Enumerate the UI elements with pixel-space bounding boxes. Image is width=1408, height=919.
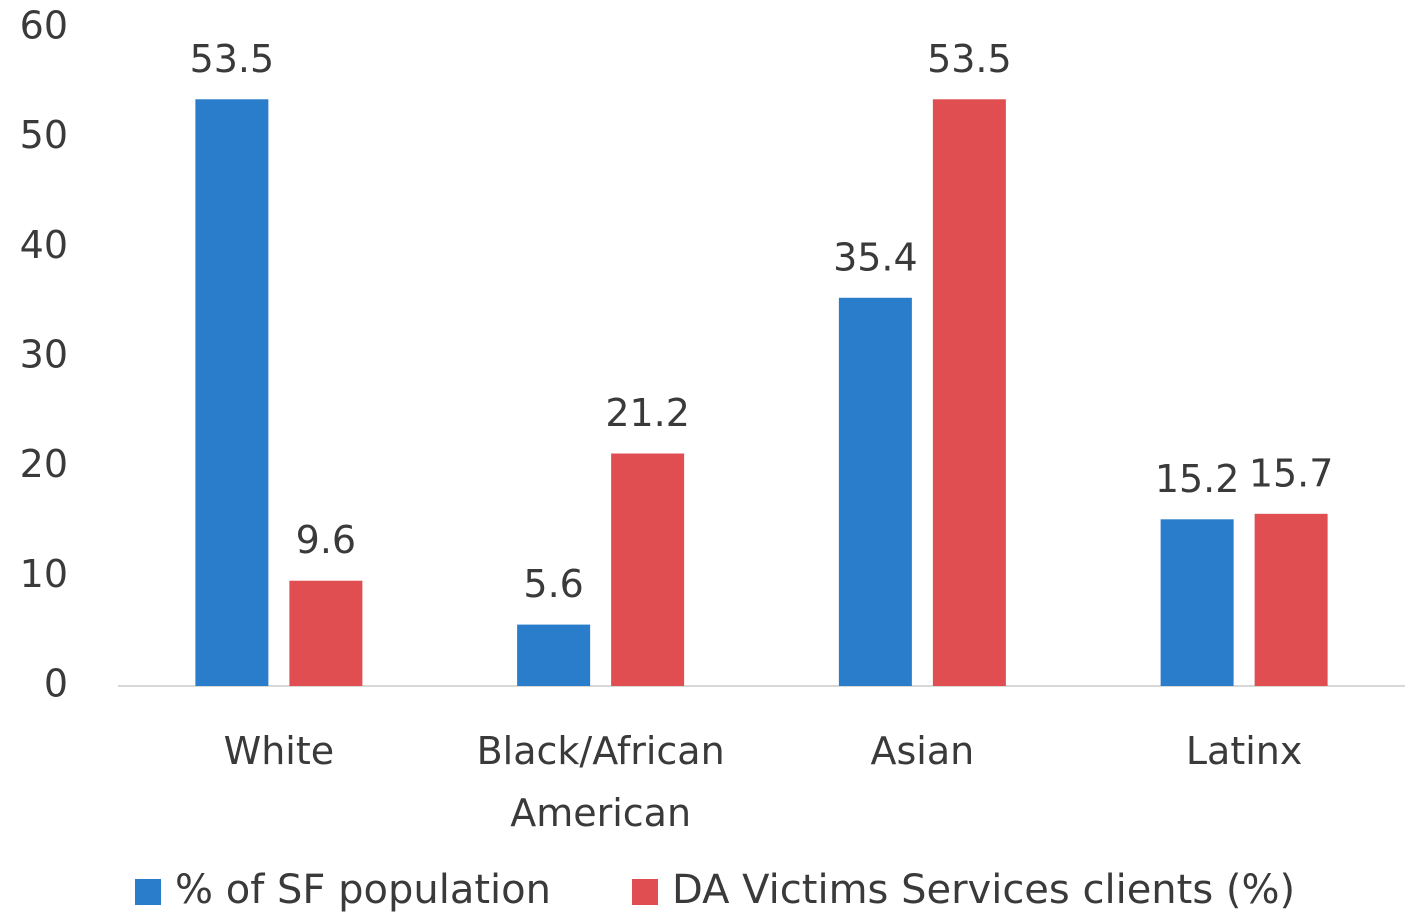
y-tick-label: 40 [20,223,68,267]
bar [838,297,912,686]
bar [289,580,363,686]
bar [517,624,591,686]
y-tick-label: 20 [20,442,68,486]
x-tick-label: Black/African American [476,729,725,835]
x-tick-label: Latinx [1185,729,1303,773]
legend-swatch [632,879,658,905]
x-tick-label: Asian [870,729,975,773]
data-label: 35.4 [833,235,918,279]
y-tick-label: 60 [20,4,68,48]
bar [611,453,685,686]
legend-label: DA Victims Services clients (%) [672,867,1295,913]
y-tick-label: 50 [20,113,68,157]
data-label: 15.7 [1249,451,1334,495]
bar [932,99,1006,687]
y-tick-label: 0 [44,662,68,706]
data-label: 21.2 [605,391,690,435]
y-tick-label: 30 [20,333,68,377]
legend-swatch [135,879,161,905]
data-label: 9.6 [296,518,356,562]
x-tick-label: White [223,729,335,773]
bar [1160,519,1234,686]
data-label: 53.5 [927,37,1012,81]
bar [1254,513,1328,686]
data-label: 5.6 [523,562,583,606]
data-label: 53.5 [190,37,275,81]
data-label: 15.2 [1155,457,1240,501]
bar [195,99,269,687]
legend-label: % of SF population [175,867,551,913]
y-tick-label: 10 [20,552,68,596]
